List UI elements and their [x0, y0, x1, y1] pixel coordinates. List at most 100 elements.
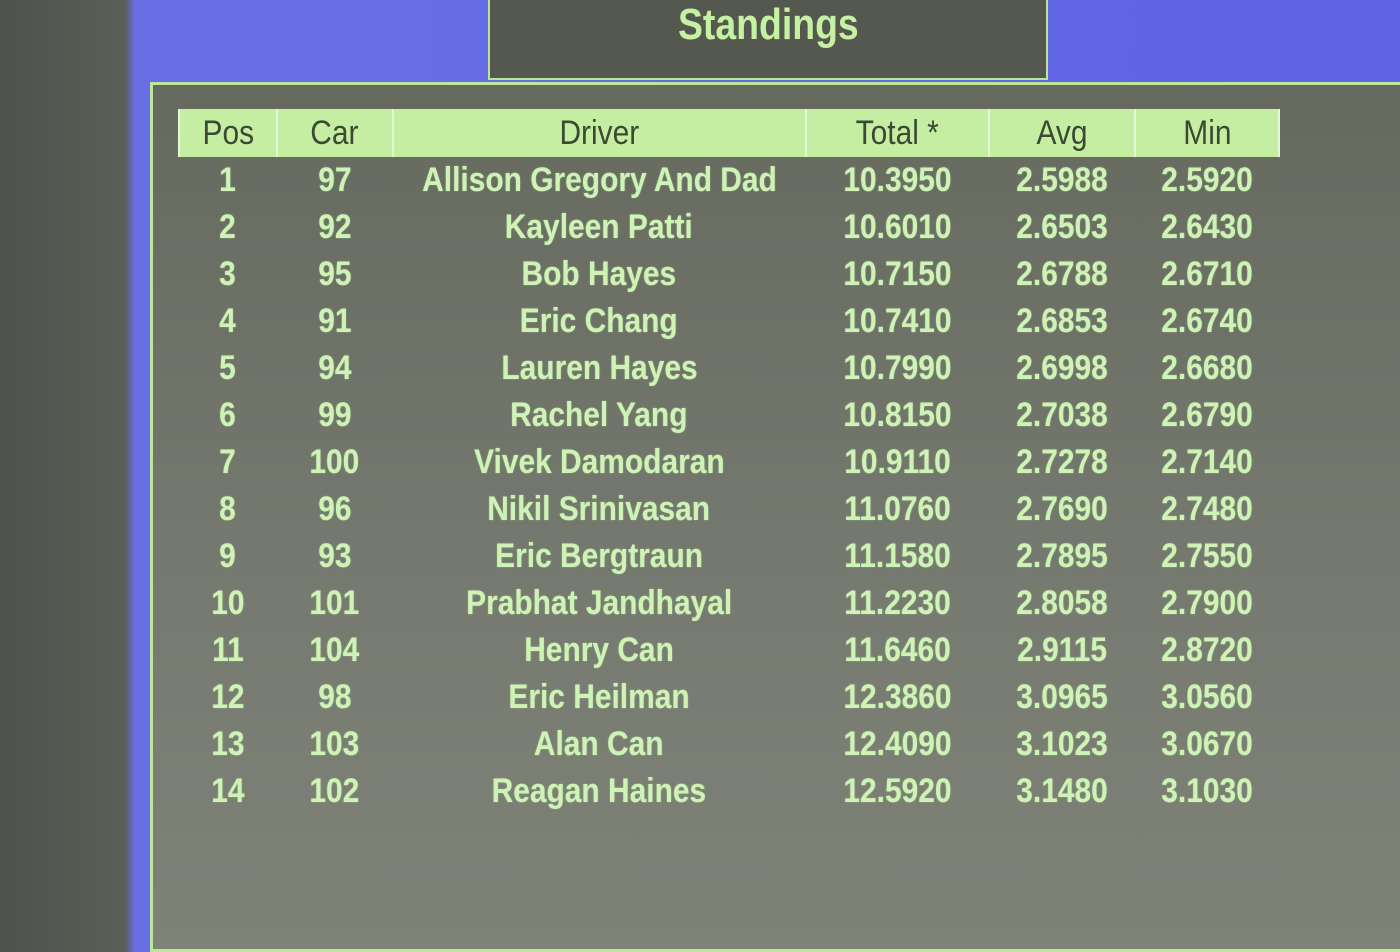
cell-min: 2.7900 [1135, 580, 1279, 627]
cell-value: Reagan Haines [491, 772, 707, 810]
cell-pos: 11 [179, 627, 277, 674]
cell-pos: 13 [179, 721, 277, 768]
cell-avg: 2.6503 [989, 204, 1135, 251]
cell-value: 12.5920 [843, 772, 952, 810]
cell-driver: Eric Heilman [393, 674, 806, 721]
cell-min: 2.6740 [1135, 298, 1279, 345]
cell-value: Lauren Hayes [500, 349, 698, 387]
cell-car: 99 [277, 392, 393, 439]
cell-value: 1 [219, 161, 237, 199]
cell-total: 10.3950 [806, 157, 990, 204]
cell-driver: Prabhat Jandhayal [393, 580, 806, 627]
cell-value: Bob Hayes [521, 255, 677, 293]
table-row: 5 94 Lauren Hayes 10.7990 2.6998 2.6680 [179, 345, 1279, 392]
table-header: Pos Car Driver Total * Avg Min [178, 109, 1280, 157]
cell-car: 96 [277, 486, 393, 533]
cell-car: 95 [277, 251, 393, 298]
cell-driver: Henry Can [393, 627, 806, 674]
cell-value: 7 [219, 443, 237, 481]
cell-min: 2.8720 [1135, 627, 1279, 674]
cell-value: 11 [212, 631, 244, 669]
cell-value: 2.6998 [1016, 349, 1108, 387]
table-row: 13 103 Alan Can 12.4090 3.1023 3.0670 [179, 721, 1279, 768]
cell-car: 101 [277, 580, 393, 627]
cell-value: Vivek Damodaran [473, 443, 725, 481]
cell-car: 98 [277, 674, 393, 721]
cell-driver: Alan Can [393, 721, 806, 768]
table-row: 7 100 Vivek Damodaran 10.9110 2.7278 2.7140 [179, 439, 1279, 486]
cell-value: 3.0560 [1161, 678, 1253, 716]
page-title: Standings [677, 0, 859, 49]
cell-value: 98 [318, 678, 352, 716]
cell-driver: Eric Bergtraun [393, 533, 806, 580]
cell-pos: 8 [179, 486, 277, 533]
cell-pos: 1 [179, 157, 277, 204]
cell-min: 2.6710 [1135, 251, 1279, 298]
cell-value: 101 [309, 584, 360, 622]
cell-value: 5 [219, 349, 237, 387]
cell-value: 99 [318, 396, 352, 434]
column-header-total: Total * [804, 109, 991, 157]
cell-value: 2.7895 [1016, 537, 1108, 575]
cell-value: 2.7690 [1016, 490, 1108, 528]
cell-value: 102 [309, 772, 360, 810]
cell-value: 2.7278 [1016, 443, 1108, 481]
cell-car: 93 [277, 533, 393, 580]
cell-value: 2.6853 [1016, 302, 1108, 340]
column-header-avg: Avg [988, 109, 1137, 157]
cell-value: 2.7480 [1161, 490, 1253, 528]
cell-min: 3.0670 [1135, 721, 1279, 768]
cell-pos: 6 [179, 392, 277, 439]
cell-value: 2.6680 [1161, 349, 1253, 387]
cell-value: 2.6790 [1161, 396, 1253, 434]
cell-value: 100 [309, 443, 360, 481]
cell-driver: Allison Gregory And Dad [393, 157, 806, 204]
cell-value: 10 [211, 584, 245, 622]
column-header-car: Car [275, 109, 394, 157]
cell-pos: 3 [179, 251, 277, 298]
cell-value: Eric Heilman [508, 678, 690, 716]
cell-value: 6 [219, 396, 237, 434]
cell-value: 10.6010 [843, 208, 952, 246]
cell-car: 97 [277, 157, 393, 204]
cell-total: 10.7990 [806, 345, 990, 392]
cell-value: 8 [219, 490, 237, 528]
cell-pos: 12 [179, 674, 277, 721]
cell-avg: 2.7038 [989, 392, 1135, 439]
cell-total: 12.4090 [806, 721, 990, 768]
table-row: 12 98 Eric Heilman 12.3860 3.0965 3.0560 [179, 674, 1279, 721]
cell-driver: Lauren Hayes [393, 345, 806, 392]
column-header-label: Min [1182, 113, 1232, 152]
cell-value: 103 [309, 725, 360, 763]
cell-min: 2.6790 [1135, 392, 1279, 439]
table-row: 4 91 Eric Chang 10.7410 2.6853 2.6740 [179, 298, 1279, 345]
cell-value: 11.2230 [844, 584, 951, 622]
cell-min: 2.6430 [1135, 204, 1279, 251]
cell-value: Henry Can [524, 631, 674, 669]
cell-value: 3.1480 [1016, 772, 1108, 810]
cell-value: 12.3860 [843, 678, 952, 716]
cell-avg: 2.6998 [989, 345, 1135, 392]
column-header-label: Total * [855, 113, 940, 152]
cell-value: 2.7038 [1016, 396, 1108, 434]
cell-value: Rachel Yang [510, 396, 688, 434]
cell-min: 2.5920 [1135, 157, 1279, 204]
cell-value: 11.6460 [844, 631, 951, 669]
cell-driver: Vivek Damodaran [393, 439, 806, 486]
cell-value: 11.0760 [844, 490, 951, 528]
cell-value: Allison Gregory And Dad [421, 161, 777, 199]
cell-value: Alan Can [534, 725, 664, 763]
cell-value: 2 [219, 208, 237, 246]
cell-min: 2.7550 [1135, 533, 1279, 580]
cell-pos: 7 [179, 439, 277, 486]
cell-value: 91 [318, 302, 352, 340]
cell-value: Nikil Srinivasan [487, 490, 711, 528]
cell-value: 10.7990 [843, 349, 952, 387]
cell-value: 2.9115 [1017, 631, 1108, 669]
cell-pos: 2 [179, 204, 277, 251]
cell-driver: Kayleen Patti [393, 204, 806, 251]
cell-value: Kayleen Patti [505, 208, 694, 246]
cell-value: 10.3950 [843, 161, 952, 199]
cell-car: 94 [277, 345, 393, 392]
cell-value: 2.6430 [1161, 208, 1253, 246]
